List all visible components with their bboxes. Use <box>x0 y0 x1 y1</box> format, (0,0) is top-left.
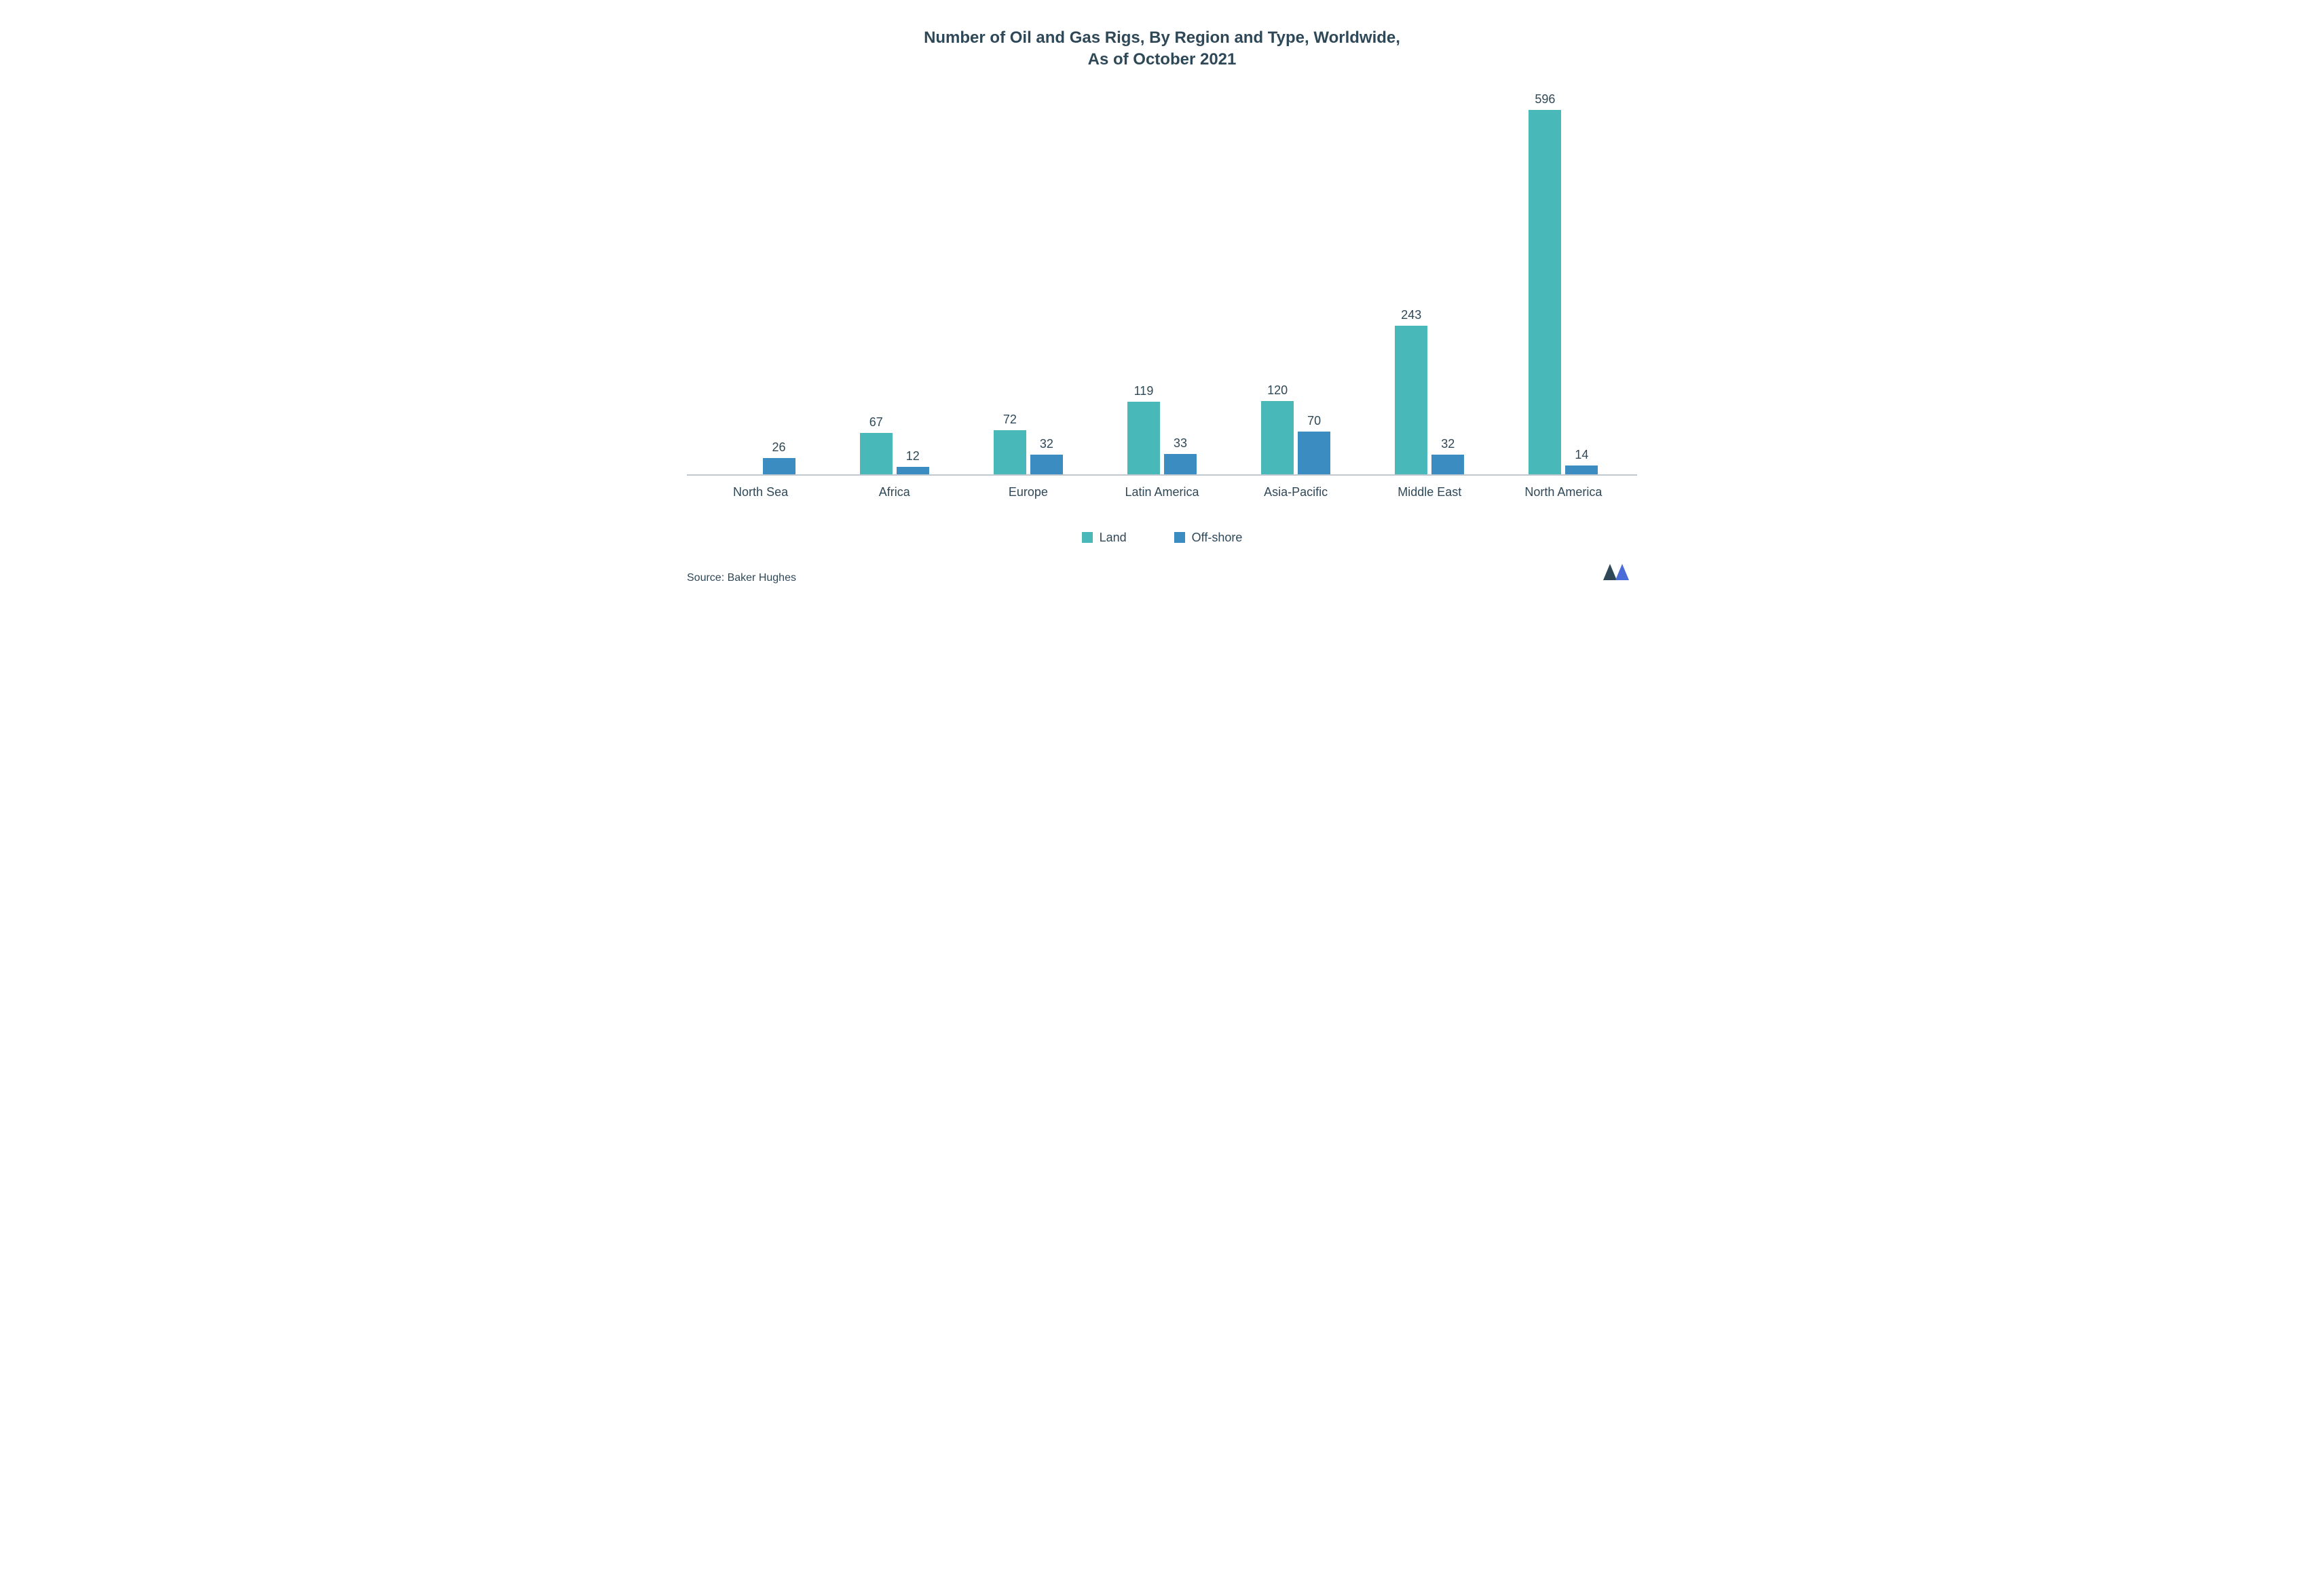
legend-swatch <box>1174 532 1185 543</box>
bar-group: 596 14 <box>1497 96 1630 474</box>
chart-title: Number of Oil and Gas Rigs, By Region an… <box>687 27 1637 71</box>
bar: 72 <box>994 430 1026 474</box>
bar-column: 33 <box>1164 96 1197 474</box>
bar-column: 243 <box>1395 96 1427 474</box>
bar-group: 67 12 <box>827 96 961 474</box>
chart-title-line2: As of October 2021 <box>687 49 1637 71</box>
bar-column <box>726 96 759 474</box>
x-axis-label: Latin America <box>1095 485 1229 499</box>
bar-group: 12070 <box>1229 96 1363 474</box>
legend-item: Off-shore <box>1174 531 1243 545</box>
x-axis-label: Asia-Pacific <box>1229 485 1363 499</box>
x-axis-labels: North SeaAfricaEuropeLatin AmericaAsia-P… <box>687 485 1637 499</box>
bar-column: 596 <box>1529 96 1561 474</box>
bar: 596 <box>1529 110 1561 474</box>
bar-column: 120 <box>1261 96 1294 474</box>
bar-value-label: 72 <box>1003 413 1017 427</box>
bar-value-label: 243 <box>1401 308 1421 322</box>
brand-logo-icon <box>1599 557 1637 584</box>
bar-column: 14 <box>1565 96 1598 474</box>
brand-logo <box>1599 557 1637 584</box>
legend-label: Off-shore <box>1192 531 1243 545</box>
legend-swatch <box>1082 532 1093 543</box>
bar-column: 12 <box>897 96 929 474</box>
bar-group: 24332 <box>1363 96 1497 474</box>
x-axis-label: Europe <box>961 485 1095 499</box>
x-axis-label: North America <box>1497 485 1630 499</box>
bar-value-label: 33 <box>1174 436 1187 451</box>
legend-label: Land <box>1100 531 1127 545</box>
bar: 119 <box>1127 402 1160 474</box>
bar: 26 <box>763 458 795 474</box>
bar-group: 26 <box>694 96 827 474</box>
bar-column: 72 <box>994 96 1026 474</box>
bar-groups: 266712723211933120702433259614 <box>687 96 1637 474</box>
bar-value-label: 596 <box>1535 92 1555 107</box>
bar-column: 32 <box>1431 96 1464 474</box>
bar-value-label: 12 <box>906 449 920 463</box>
bar-column: 70 <box>1298 96 1330 474</box>
bar-value-label: 32 <box>1441 437 1455 451</box>
bar-value-label: 119 <box>1134 384 1154 398</box>
chart-container: Number of Oil and Gas Rigs, By Region an… <box>687 27 1637 584</box>
source-citation: Source: Baker Hughes <box>687 572 796 584</box>
bar-value-label: 70 <box>1307 414 1321 428</box>
bar: 32 <box>1431 455 1464 474</box>
bar-group: 11933 <box>1095 96 1229 474</box>
legend-item: Land <box>1082 531 1127 545</box>
bar-column: 67 <box>860 96 893 474</box>
x-axis-label: Middle East <box>1363 485 1497 499</box>
plot-area: 266712723211933120702433259614 <box>687 96 1637 476</box>
bar-group: 7232 <box>961 96 1095 474</box>
legend: Land Off-shore <box>687 531 1637 545</box>
x-axis-label: Africa <box>827 485 961 499</box>
bar-value-label: 67 <box>869 415 883 430</box>
bar: 67 <box>860 433 893 474</box>
bar: 33 <box>1164 454 1197 474</box>
bar-value-label: 32 <box>1040 437 1053 451</box>
x-axis-label: North Sea <box>694 485 827 499</box>
bar-value-label: 14 <box>1575 448 1588 462</box>
bar: 32 <box>1030 455 1063 474</box>
bar: 12 <box>897 467 929 474</box>
bar-value-label: 26 <box>772 440 786 455</box>
bar: 243 <box>1395 326 1427 474</box>
bar: 70 <box>1298 432 1330 474</box>
bar-value-label: 120 <box>1267 383 1288 398</box>
bar-column: 26 <box>763 96 795 474</box>
bar-column: 119 <box>1127 96 1160 474</box>
bar: 14 <box>1565 466 1598 474</box>
bar: 120 <box>1261 401 1294 474</box>
bar-column: 32 <box>1030 96 1063 474</box>
footer-row: Source: Baker Hughes <box>687 557 1637 584</box>
chart-title-line1: Number of Oil and Gas Rigs, By Region an… <box>687 27 1637 49</box>
